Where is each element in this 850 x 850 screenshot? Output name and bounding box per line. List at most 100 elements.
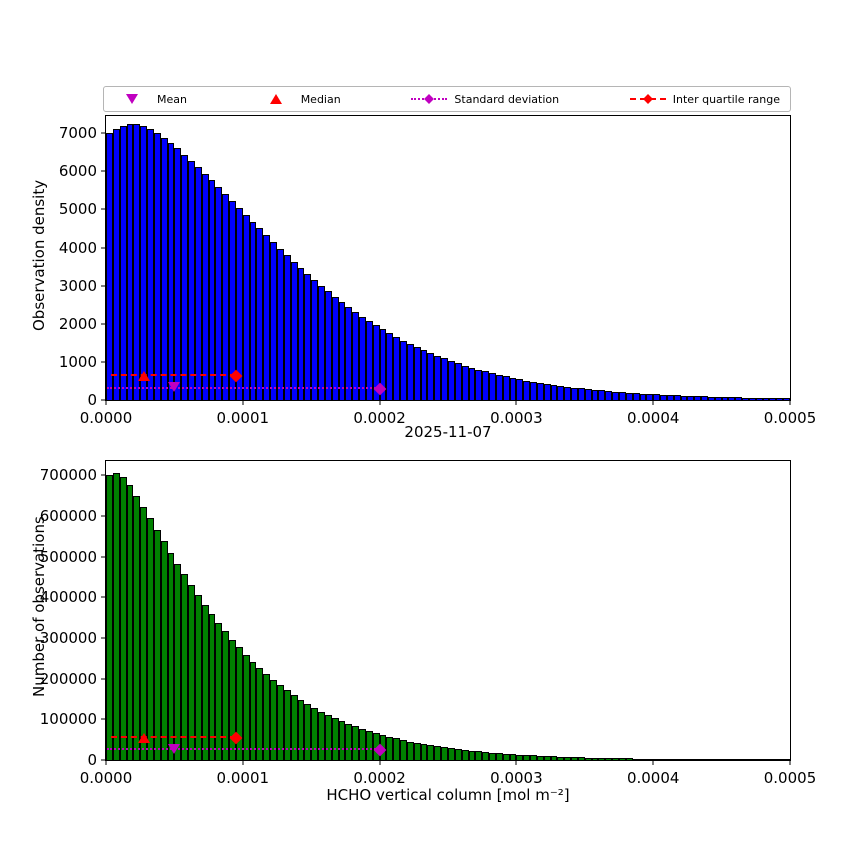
- histogram-bar: [297, 267, 305, 400]
- histogram-bar: [461, 750, 469, 760]
- histogram-bar: [550, 384, 558, 400]
- y-tick: [101, 132, 105, 134]
- y-tick: [101, 247, 105, 249]
- histogram-bar: [612, 391, 619, 400]
- y-tick-label: 1000: [58, 352, 97, 371]
- histogram-bar: [434, 355, 442, 400]
- legend-label-median: Median: [300, 92, 341, 106]
- histogram-bar: [359, 728, 366, 760]
- histogram-bar: [345, 307, 353, 400]
- histogram-bar: [331, 296, 339, 400]
- histogram-bar: [311, 279, 319, 400]
- histogram-bar: [776, 398, 784, 400]
- x-tick: [515, 401, 517, 405]
- x-tick-label: 0.0004: [626, 409, 680, 427]
- histogram-bar: [263, 674, 271, 760]
- histogram-bar: [536, 382, 544, 400]
- y-tick-label: 700000: [39, 466, 97, 485]
- histogram-bar: [400, 740, 407, 760]
- y-tick-label: 200000: [39, 669, 97, 688]
- histogram-bar: [748, 397, 756, 400]
- histogram-bar: [762, 759, 770, 760]
- histogram-bar: [235, 647, 243, 760]
- histogram-bar: [420, 350, 428, 400]
- histogram-bar: [352, 726, 360, 760]
- histogram-bar: [721, 759, 729, 760]
- histogram-bar: [489, 373, 496, 400]
- histogram-bar: [509, 377, 517, 400]
- histogram-bar: [249, 221, 257, 400]
- histogram-bar: [742, 759, 749, 760]
- histogram-bar: [762, 397, 770, 400]
- histogram-bar: [495, 374, 503, 400]
- histogram-bar: [153, 529, 161, 760]
- x-tick: [515, 761, 517, 765]
- x-tick: [789, 401, 791, 405]
- histogram-bar: [530, 755, 537, 760]
- y-tick-label: 0: [87, 751, 97, 769]
- histogram-bar: [345, 723, 353, 760]
- histogram-bar: [222, 194, 230, 400]
- histogram-bar: [147, 518, 154, 760]
- x-tick-label: 0.0000: [79, 409, 133, 427]
- histogram-bar: [660, 758, 667, 760]
- histogram-bar: [304, 273, 312, 400]
- histogram-bar: [167, 142, 175, 400]
- histogram-bar: [502, 753, 510, 760]
- legend-label-mean: Mean: [157, 92, 187, 106]
- histogram-bar: [625, 758, 633, 760]
- histogram-bar: [714, 759, 722, 760]
- histogram-bar: [495, 753, 503, 760]
- histogram-bar: [188, 584, 195, 760]
- histogram-bar: [735, 397, 743, 400]
- histogram-bar: [133, 124, 141, 400]
- x-tick-label: 0.0002: [353, 409, 406, 427]
- histogram-bar: [277, 248, 284, 400]
- histogram-bar: [188, 160, 195, 400]
- histogram-bar: [584, 389, 592, 400]
- x-tick: [379, 401, 381, 405]
- histogram-bar: [386, 333, 394, 400]
- mean-triangle-icon: [114, 93, 150, 106]
- histogram-bar: [721, 397, 729, 400]
- iqr-line: [111, 374, 236, 377]
- histogram-bar: [516, 379, 524, 400]
- histogram-bar: [270, 242, 277, 400]
- x-tick: [242, 401, 244, 405]
- histogram-bar: [673, 395, 681, 400]
- histogram-bar: [372, 325, 380, 400]
- histogram-bar: [448, 748, 455, 760]
- y-tick-label: 0: [87, 391, 97, 409]
- mean-marker: [168, 744, 181, 755]
- x-tick: [652, 761, 654, 765]
- median-marker: [138, 732, 151, 743]
- histogram-bar: [523, 755, 531, 760]
- histogram-bar: [133, 495, 141, 760]
- legend-item-std: Standard deviation: [411, 93, 559, 106]
- histogram-bar: [160, 541, 168, 760]
- std-dev-line: [107, 747, 380, 750]
- histogram-bar: [660, 394, 667, 400]
- histogram-bar: [324, 291, 332, 400]
- iqr-line: [111, 735, 236, 738]
- histogram-bar: [687, 759, 695, 760]
- histogram-bar: [400, 340, 407, 400]
- histogram-bar: [564, 756, 572, 760]
- histogram-bar: [577, 388, 585, 400]
- legend-item-median: Median: [258, 93, 341, 106]
- histogram-bar: [441, 747, 448, 760]
- x-tick-label: 0.0005: [763, 769, 817, 787]
- histogram-bar: [331, 718, 339, 760]
- histogram-bar: [701, 396, 708, 400]
- histogram-bar: [783, 759, 790, 760]
- histogram-bar: [119, 477, 127, 760]
- histogram-bar: [256, 668, 264, 760]
- histogram-bar: [140, 506, 148, 760]
- histogram-bar: [324, 714, 332, 760]
- histogram-bar: [283, 255, 291, 400]
- histogram-bar: [420, 744, 428, 760]
- histogram-bar: [475, 369, 483, 400]
- histogram-bar: [666, 759, 674, 760]
- histogram-bar: [263, 235, 271, 400]
- histogram-bar: [735, 759, 743, 760]
